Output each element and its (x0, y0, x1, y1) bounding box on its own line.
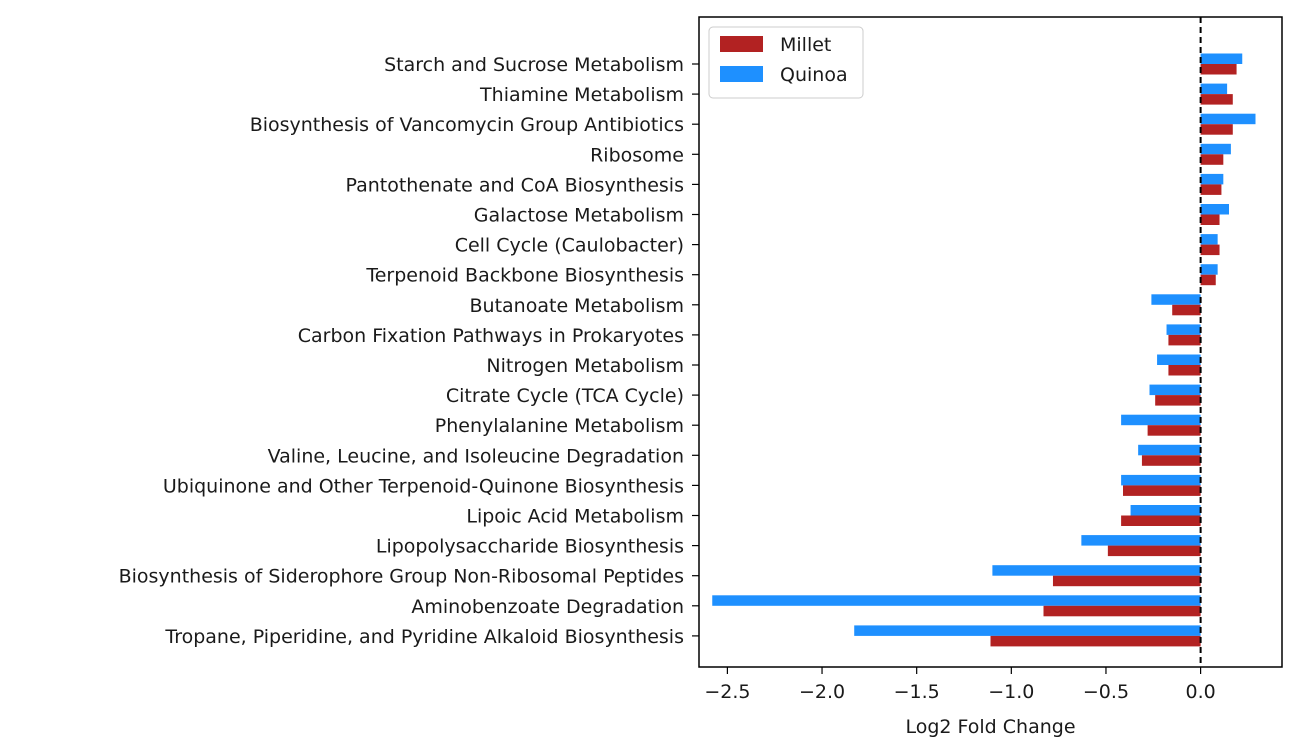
bar-millet (1172, 304, 1201, 316)
category-label: Galactose Metabolism (474, 205, 684, 227)
bar-millet (1052, 575, 1201, 587)
legend-label: Millet (780, 34, 831, 56)
category-label: Lipoic Acid Metabolism (466, 506, 684, 528)
bar-quinoa (1121, 414, 1201, 426)
bar-millet (1141, 455, 1201, 466)
category-label: Citrate Cycle (TCA Cycle) (446, 385, 684, 407)
category-label: Ubiquinone and Other Terpenoid-Quinone B… (163, 475, 684, 497)
x-tick-label: −2.5 (704, 681, 750, 703)
bar-quinoa (1200, 83, 1228, 95)
bar-quinoa (1121, 474, 1201, 486)
bar-millet (1200, 64, 1237, 75)
bar-millet (1200, 124, 1233, 135)
bars-layer (712, 53, 1256, 647)
x-axis-ticks: −2.5 −2.0 −1.5 −1.0 −0.5 0.0 (704, 667, 1216, 703)
bar-quinoa (1200, 143, 1231, 155)
category-label: Valine, Leucine, and Isoleucine Degradat… (268, 445, 684, 467)
x-tick-label: 0.0 (1185, 681, 1215, 703)
category-label: Biosynthesis of Siderophore Group Non-Ri… (119, 566, 684, 588)
bar-millet (1200, 214, 1220, 225)
bar-millet (990, 635, 1201, 647)
bar-millet (1168, 365, 1201, 376)
category-label: Phenylalanine Metabolism (435, 415, 684, 437)
x-axis-label: Log2 Fold Change (905, 716, 1075, 738)
category-label: Tropane, Piperidine, and Pyridine Alkalo… (164, 626, 684, 648)
category-label: Cell Cycle (Caulobacter) (455, 235, 684, 257)
category-label: Biosynthesis of Vancomycin Group Antibio… (250, 114, 684, 136)
bar-millet (1147, 425, 1201, 436)
category-label: Starch and Sucrose Metabolism (384, 54, 684, 76)
bar-quinoa (1200, 53, 1243, 64)
plot-frame (698, 16, 1283, 668)
bar-quinoa (1200, 204, 1229, 215)
bar-millet (1107, 545, 1201, 557)
bar-quinoa (1200, 264, 1218, 275)
bar-quinoa (992, 565, 1201, 576)
x-tick-label: −1.5 (894, 681, 940, 703)
category-label: Nitrogen Metabolism (486, 355, 684, 377)
bar-millet (1168, 334, 1201, 346)
bar-quinoa (1130, 505, 1201, 516)
bar-quinoa (1200, 173, 1224, 185)
bar-quinoa (1200, 113, 1256, 125)
x-tick-label: −2.0 (799, 681, 845, 703)
category-label: Terpenoid Backbone Biosynthesis (365, 265, 684, 287)
bar-millet (1043, 605, 1201, 617)
legend-swatch (720, 66, 763, 82)
category-labels: Starch and Sucrose Metabolism Thiamine Me… (119, 54, 699, 648)
bar-millet (1121, 515, 1201, 526)
category-label: Ribosome (590, 144, 684, 166)
bar-millet (1123, 485, 1201, 496)
legend-swatch (720, 36, 763, 52)
category-label: Butanoate Metabolism (470, 295, 684, 317)
bar-quinoa (712, 595, 1201, 606)
x-tick-label: −0.5 (1083, 681, 1129, 703)
x-tick-label: −1.0 (988, 681, 1034, 703)
bar-millet (1200, 244, 1220, 256)
legend: Millet Quinoa (708, 26, 864, 99)
bar-millet (1200, 184, 1222, 195)
category-label: Carbon Fixation Pathways in Prokaryotes (298, 325, 684, 347)
category-label: Lipopolysaccharide Biosynthesis (376, 536, 684, 558)
bar-quinoa (1081, 535, 1201, 546)
category-label: Pantothenate and CoA Biosynthesis (345, 174, 684, 196)
bar-quinoa (1149, 384, 1201, 396)
legend-label: Quinoa (780, 64, 848, 86)
bar-quinoa (1138, 444, 1201, 456)
bar-quinoa (854, 625, 1201, 636)
bar-millet (1200, 94, 1233, 105)
bar-millet (1200, 274, 1216, 286)
bar-millet (1155, 395, 1201, 406)
bar-quinoa (1151, 294, 1201, 305)
category-label: Aminobenzoate Degradation (411, 596, 684, 618)
bar-quinoa (1166, 324, 1201, 335)
category-label: Thiamine Metabolism (479, 84, 684, 106)
bar-quinoa (1200, 234, 1218, 245)
bar-quinoa (1157, 354, 1201, 365)
bar-millet (1200, 154, 1224, 165)
